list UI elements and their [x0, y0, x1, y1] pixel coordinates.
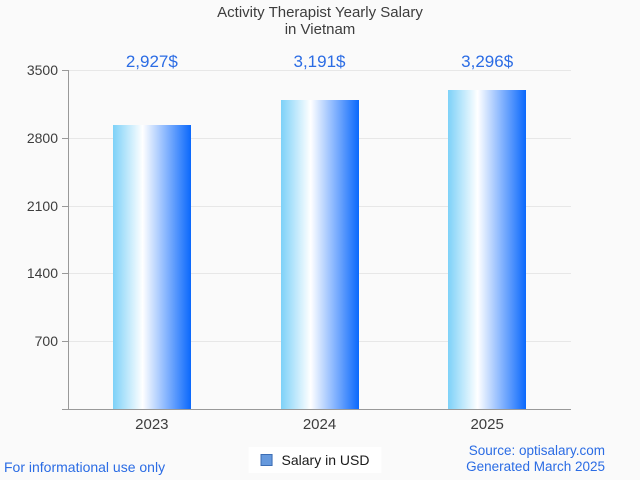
x-axis-label: 2025 [470, 416, 504, 433]
y-axis-tick [62, 205, 68, 207]
legend-label: Salary in USD [281, 452, 370, 468]
bar-2023 [112, 125, 191, 409]
bar-2024 [280, 99, 359, 409]
footer-source-block: Source: optisalary.com Generated March 2… [466, 443, 605, 474]
y-axis-label: 2100 [26, 197, 58, 214]
y-axis-tick [62, 341, 68, 343]
x-axis-line [62, 409, 571, 410]
y-axis-label: 3500 [26, 62, 58, 78]
chart-title-line1: Activity Therapist Yearly Salary [217, 4, 423, 21]
y-axis-line [68, 70, 69, 409]
legend-swatch-icon [260, 454, 273, 466]
chart-title: Activity Therapist Yearly Salary in Viet… [0, 4, 640, 38]
source-link[interactable]: Source: optisalary.com [468, 443, 605, 458]
y-axis-tick [62, 273, 68, 275]
gridline [68, 70, 571, 71]
legend[interactable]: Salary in USD [248, 447, 382, 473]
bar-value-label: 3,296$ [461, 52, 514, 71]
chart-title-line2: in Vietnam [284, 21, 356, 38]
bar-value-label: 3,191$ [293, 52, 346, 71]
footer-disclaimer: For informational use only [4, 459, 166, 475]
y-axis-label: 2800 [26, 129, 58, 146]
bar-value-label: 2,927$ [125, 52, 178, 71]
bar-2025 [448, 89, 527, 409]
y-axis-label: 1400 [26, 265, 58, 282]
x-axis-label: 2023 [135, 416, 169, 433]
x-axis-label: 2024 [302, 416, 337, 433]
generated-date: Generated March 2025 [466, 458, 605, 474]
y-axis-tick [62, 137, 68, 139]
y-axis-label: 700 [34, 333, 58, 350]
y-axis-tick [62, 70, 68, 71]
